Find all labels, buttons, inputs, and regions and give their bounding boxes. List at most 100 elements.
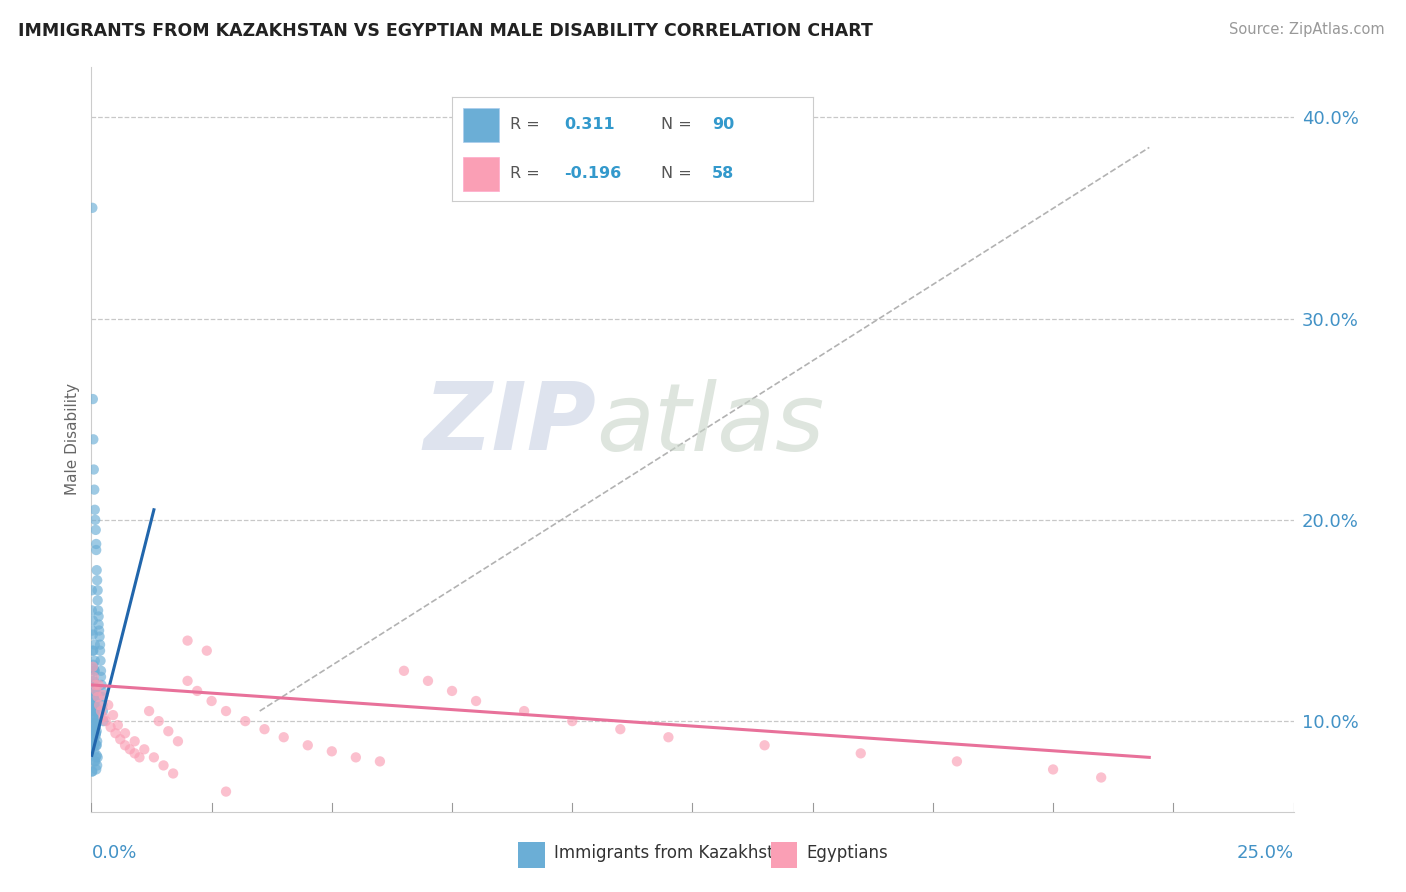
Point: [84, 678, 107, 692]
Point: [83, 690, 105, 704]
Point: [91, 698, 114, 712]
Point: [107, 718, 129, 732]
Point: [84, 739, 107, 753]
Point: [86, 583, 108, 598]
Point: [82, 684, 104, 698]
Point: [97, 698, 120, 712]
Point: [83, 722, 105, 736]
Point: [82, 724, 104, 739]
Point: [87, 678, 110, 692]
Point: [561, 714, 583, 728]
Point: [657, 730, 679, 744]
Point: [101, 708, 124, 723]
Point: [124, 747, 146, 761]
Point: [84, 543, 107, 558]
Point: [513, 704, 536, 718]
Point: [80, 583, 103, 598]
Point: [82, 734, 104, 748]
Point: [392, 664, 415, 678]
Point: [93, 688, 115, 702]
Point: [82, 433, 104, 447]
Point: [84, 726, 107, 740]
Point: [80, 603, 103, 617]
Point: [157, 724, 180, 739]
Point: [82, 660, 104, 674]
Point: [82, 624, 104, 638]
Point: [84, 700, 107, 714]
Point: [84, 523, 107, 537]
Point: [142, 750, 165, 764]
Point: [86, 690, 108, 704]
Text: ZIP: ZIP: [423, 378, 596, 470]
Point: [233, 714, 256, 728]
Point: [91, 690, 114, 704]
Point: [86, 748, 108, 763]
Point: [83, 664, 105, 678]
Point: [93, 710, 115, 724]
Point: [83, 662, 105, 676]
Point: [114, 726, 136, 740]
Text: IMMIGRANTS FROM KAZAKHSTAN VS EGYPTIAN MALE DISABILITY CORRELATION CHART: IMMIGRANTS FROM KAZAKHSTAN VS EGYPTIAN M…: [18, 22, 873, 40]
Point: [368, 755, 391, 769]
Point: [1090, 771, 1112, 785]
Point: [86, 734, 108, 748]
Point: [84, 684, 107, 698]
Point: [89, 630, 111, 644]
Point: [83, 462, 105, 476]
Point: [416, 673, 439, 688]
Point: [83, 702, 105, 716]
Point: [89, 643, 111, 657]
Point: [114, 739, 136, 753]
Point: [87, 617, 110, 632]
Point: [83, 734, 105, 748]
Point: [87, 609, 110, 624]
Point: [84, 537, 107, 551]
Point: [89, 638, 111, 652]
Point: [215, 784, 238, 798]
Point: [86, 593, 108, 607]
Point: [273, 730, 295, 744]
Point: [344, 750, 367, 764]
Point: [83, 483, 105, 497]
Point: [90, 664, 112, 678]
Point: [84, 684, 107, 698]
Point: [83, 739, 105, 753]
Point: [93, 714, 115, 728]
Point: [134, 742, 156, 756]
Point: [253, 722, 276, 736]
Point: [82, 678, 104, 692]
Point: [82, 643, 104, 657]
Point: [297, 739, 319, 753]
Point: [176, 673, 198, 688]
Point: [82, 657, 104, 672]
Point: [84, 763, 107, 777]
Point: [87, 603, 110, 617]
Point: [82, 764, 104, 779]
Text: Source: ZipAtlas.com: Source: ZipAtlas.com: [1229, 22, 1385, 37]
Point: [82, 740, 104, 755]
Point: [89, 654, 111, 668]
Point: [1042, 763, 1064, 777]
Point: [84, 684, 107, 698]
Text: Immigrants from Kazakhstan: Immigrants from Kazakhstan: [554, 844, 794, 862]
Point: [83, 688, 105, 702]
Point: [201, 694, 224, 708]
Point: [946, 755, 969, 769]
Point: [86, 758, 108, 772]
Point: [849, 747, 872, 761]
Point: [84, 513, 107, 527]
Point: [754, 739, 776, 753]
Point: [87, 624, 110, 638]
Point: [83, 664, 105, 678]
Text: Egyptians: Egyptians: [807, 844, 889, 862]
Point: [138, 704, 160, 718]
Point: [87, 698, 110, 712]
Point: [83, 712, 105, 726]
Point: [83, 708, 105, 723]
Point: [162, 766, 184, 780]
Point: [90, 670, 112, 684]
Point: [86, 573, 108, 587]
Point: [82, 392, 104, 406]
Point: [84, 694, 107, 708]
Point: [83, 744, 105, 758]
